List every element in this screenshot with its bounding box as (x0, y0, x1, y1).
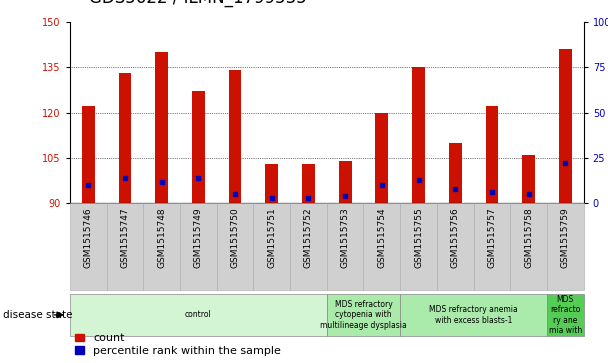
Bar (119, 73, 131, 203)
Bar (229, 70, 241, 203)
Text: GSM1515757: GSM1515757 (488, 208, 497, 268)
FancyBboxPatch shape (180, 203, 216, 290)
Bar (265, 164, 278, 203)
FancyBboxPatch shape (143, 203, 180, 290)
Text: disease state: disease state (3, 310, 72, 320)
Text: MDS
refracto
ry ane
mia with: MDS refracto ry ane mia with (548, 295, 582, 335)
FancyBboxPatch shape (106, 203, 143, 290)
FancyBboxPatch shape (547, 203, 584, 290)
Text: GSM1515753: GSM1515753 (340, 208, 350, 268)
FancyBboxPatch shape (290, 203, 327, 290)
Text: control: control (185, 310, 212, 319)
FancyBboxPatch shape (327, 203, 364, 290)
FancyBboxPatch shape (400, 294, 547, 336)
Text: GSM1515754: GSM1515754 (378, 208, 386, 268)
Bar (486, 106, 499, 203)
Text: GSM1515746: GSM1515746 (84, 208, 93, 268)
Bar (412, 67, 425, 203)
Bar (449, 143, 461, 203)
Text: GSM1515747: GSM1515747 (120, 208, 130, 268)
Text: GSM1515756: GSM1515756 (451, 208, 460, 268)
FancyBboxPatch shape (216, 203, 254, 290)
Text: GSM1515749: GSM1515749 (194, 208, 203, 268)
FancyBboxPatch shape (70, 203, 106, 290)
Bar (375, 113, 389, 203)
Bar (559, 49, 572, 203)
Bar (302, 164, 315, 203)
Text: MDS refractory anemia
with excess blasts-1: MDS refractory anemia with excess blasts… (429, 305, 518, 325)
Bar (192, 91, 205, 203)
Text: GSM1515755: GSM1515755 (414, 208, 423, 268)
Bar (339, 161, 351, 203)
Text: GSM1515750: GSM1515750 (230, 208, 240, 268)
Text: MDS refractory
cytopenia with
multilineage dysplasia: MDS refractory cytopenia with multilinea… (320, 300, 407, 330)
Bar (522, 155, 535, 203)
Text: GSM1515752: GSM1515752 (304, 208, 313, 268)
Text: GSM1515759: GSM1515759 (561, 208, 570, 268)
FancyBboxPatch shape (327, 294, 400, 336)
Text: GSM1515758: GSM1515758 (524, 208, 533, 268)
FancyBboxPatch shape (547, 294, 584, 336)
FancyBboxPatch shape (400, 203, 437, 290)
Text: GSM1515751: GSM1515751 (268, 208, 276, 268)
Bar (155, 52, 168, 203)
Text: GSM1515748: GSM1515748 (157, 208, 166, 268)
FancyBboxPatch shape (437, 203, 474, 290)
FancyBboxPatch shape (510, 203, 547, 290)
FancyBboxPatch shape (474, 203, 510, 290)
FancyBboxPatch shape (70, 294, 327, 336)
Legend: count, percentile rank within the sample: count, percentile rank within the sample (75, 333, 281, 356)
Bar (82, 106, 95, 203)
FancyBboxPatch shape (364, 203, 400, 290)
Text: GDS5622 / ILMN_1799535: GDS5622 / ILMN_1799535 (89, 0, 307, 7)
FancyBboxPatch shape (254, 203, 290, 290)
